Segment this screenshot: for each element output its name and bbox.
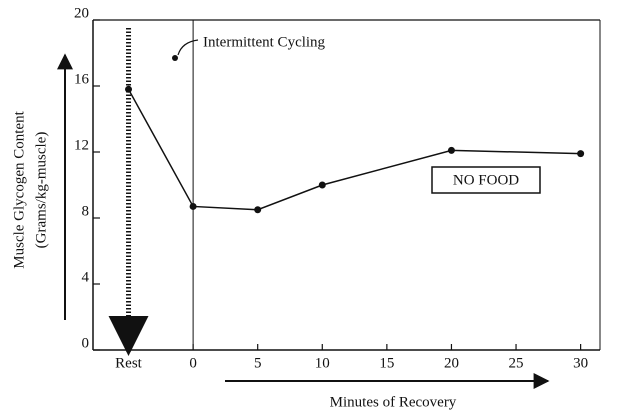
data-point bbox=[318, 181, 326, 189]
x-tick-label: 10 bbox=[315, 355, 330, 371]
data-line bbox=[127, 88, 581, 211]
x-axis-label: Minutes of Recovery bbox=[330, 394, 457, 410]
y-axis-label: Muscle Glycogen Content bbox=[11, 110, 27, 268]
y-tick-label: 4 bbox=[82, 269, 90, 285]
y-tick-label: 12 bbox=[74, 137, 89, 153]
x-tick-label: 30 bbox=[573, 355, 588, 371]
data-point bbox=[447, 146, 455, 154]
x-tick-label: 0 bbox=[189, 355, 197, 371]
x-tick-label: 20 bbox=[444, 355, 459, 371]
data-point bbox=[189, 202, 197, 210]
annotation-dot bbox=[172, 55, 178, 61]
data-point bbox=[577, 150, 585, 158]
y-tick-label: 0 bbox=[82, 335, 90, 351]
annotation: NO FOOD bbox=[453, 172, 519, 188]
x-tick-label: 5 bbox=[254, 355, 262, 371]
y-tick-label: 8 bbox=[82, 203, 90, 219]
x-tick-label: Rest bbox=[115, 355, 143, 371]
x-tick-label: 15 bbox=[379, 355, 394, 371]
y-tick-label: 20 bbox=[74, 5, 89, 21]
data-point bbox=[125, 85, 133, 93]
annotation-leader bbox=[177, 39, 199, 56]
annotation-box bbox=[431, 166, 541, 194]
y-axis-label: (Grams/kg-muscle) bbox=[33, 132, 49, 249]
data-point bbox=[254, 206, 262, 214]
y-tick-label: 16 bbox=[74, 71, 90, 87]
x-tick-label: 25 bbox=[509, 355, 524, 371]
annotation: Intermittent Cycling bbox=[203, 34, 326, 50]
